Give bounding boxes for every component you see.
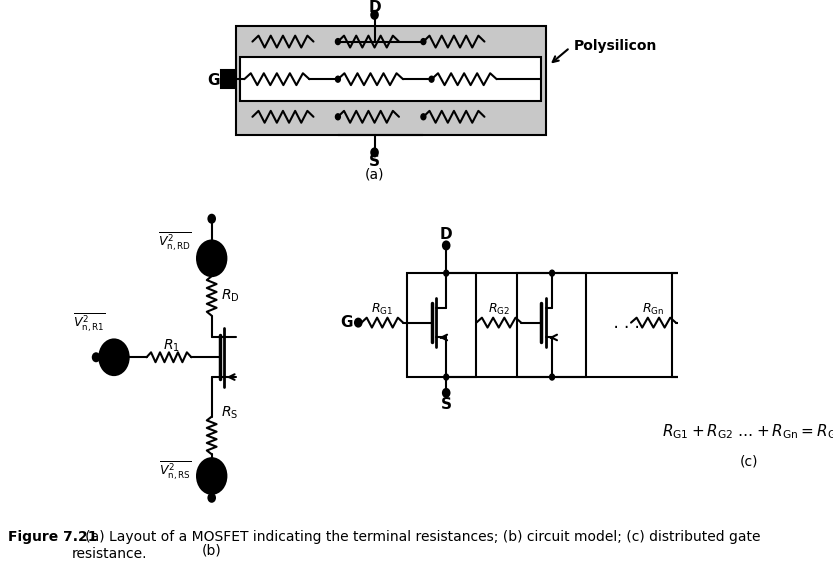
Bar bbox=[240, 57, 541, 101]
Text: S: S bbox=[441, 398, 451, 412]
Circle shape bbox=[705, 270, 709, 276]
Circle shape bbox=[421, 114, 426, 120]
Text: (a) Layout of a MOSFET indicating the terminal resistances; (b) circuit model; (: (a) Layout of a MOSFET indicating the te… bbox=[72, 530, 761, 561]
Text: $\overline{V^2_{\mathrm{n,R1}}}$: $\overline{V^2_{\mathrm{n,R1}}}$ bbox=[73, 311, 106, 334]
Text: . . .: . . . bbox=[602, 313, 639, 332]
Text: $R_{\mathrm{Gn}}$: $R_{\mathrm{Gn}}$ bbox=[642, 302, 665, 317]
Circle shape bbox=[197, 240, 227, 276]
Bar bbox=[517, 273, 586, 377]
Circle shape bbox=[444, 374, 449, 380]
Circle shape bbox=[443, 241, 450, 249]
Text: G: G bbox=[207, 73, 220, 88]
Circle shape bbox=[372, 11, 378, 19]
Circle shape bbox=[208, 214, 215, 223]
Text: (a): (a) bbox=[365, 167, 384, 181]
Text: G: G bbox=[340, 315, 352, 330]
Circle shape bbox=[550, 270, 555, 276]
Text: $R_{\mathrm{S}}$: $R_{\mathrm{S}}$ bbox=[222, 405, 239, 422]
Text: D: D bbox=[368, 1, 381, 15]
Circle shape bbox=[705, 374, 709, 380]
Circle shape bbox=[443, 389, 450, 397]
Text: (b): (b) bbox=[202, 543, 222, 557]
Text: +: + bbox=[207, 244, 217, 257]
Text: Figure 7.21: Figure 7.21 bbox=[8, 530, 97, 545]
Text: D: D bbox=[440, 227, 452, 242]
Circle shape bbox=[355, 319, 362, 327]
Text: (c): (c) bbox=[740, 454, 758, 468]
Circle shape bbox=[197, 458, 227, 494]
Bar bbox=[671, 273, 741, 377]
Text: +: + bbox=[207, 462, 217, 475]
Circle shape bbox=[92, 353, 99, 362]
Circle shape bbox=[421, 39, 426, 45]
Circle shape bbox=[336, 114, 341, 120]
Circle shape bbox=[336, 39, 341, 45]
Text: S: S bbox=[369, 154, 380, 169]
Text: $R_{\mathrm{G2}}$: $R_{\mathrm{G2}}$ bbox=[487, 302, 510, 317]
Circle shape bbox=[336, 76, 341, 82]
Text: −: − bbox=[102, 351, 112, 364]
Text: −: − bbox=[207, 261, 217, 274]
Text: $R_{\mathrm{G1}}$: $R_{\mathrm{G1}}$ bbox=[372, 302, 393, 317]
Circle shape bbox=[429, 76, 434, 82]
Text: $\overline{V^2_{\mathrm{n,RS}}}$: $\overline{V^2_{\mathrm{n,RS}}}$ bbox=[159, 460, 192, 482]
Text: −: − bbox=[207, 478, 217, 491]
Circle shape bbox=[372, 149, 378, 156]
Text: Polysilicon: Polysilicon bbox=[574, 38, 657, 53]
Circle shape bbox=[99, 339, 128, 375]
Bar bbox=[236, 26, 546, 134]
Circle shape bbox=[444, 270, 449, 276]
Text: $R_{\mathrm{D}}$: $R_{\mathrm{D}}$ bbox=[222, 288, 240, 304]
Text: $\overline{V^2_{\mathrm{n,RD}}}$: $\overline{V^2_{\mathrm{n,RD}}}$ bbox=[158, 231, 192, 253]
Circle shape bbox=[550, 374, 555, 380]
Text: $R_{\mathrm{1}}$: $R_{\mathrm{1}}$ bbox=[162, 337, 179, 353]
Bar bbox=[222, 70, 235, 88]
Bar bbox=[407, 273, 476, 377]
Circle shape bbox=[208, 494, 215, 502]
Text: +: + bbox=[115, 351, 126, 364]
Text: $R_{\mathrm{G1}} + R_{\mathrm{G2}}\ \ldots + R_{\mathrm{Gn}} = R_{\mathrm{G}}$: $R_{\mathrm{G1}} + R_{\mathrm{G2}}\ \ldo… bbox=[661, 422, 833, 441]
